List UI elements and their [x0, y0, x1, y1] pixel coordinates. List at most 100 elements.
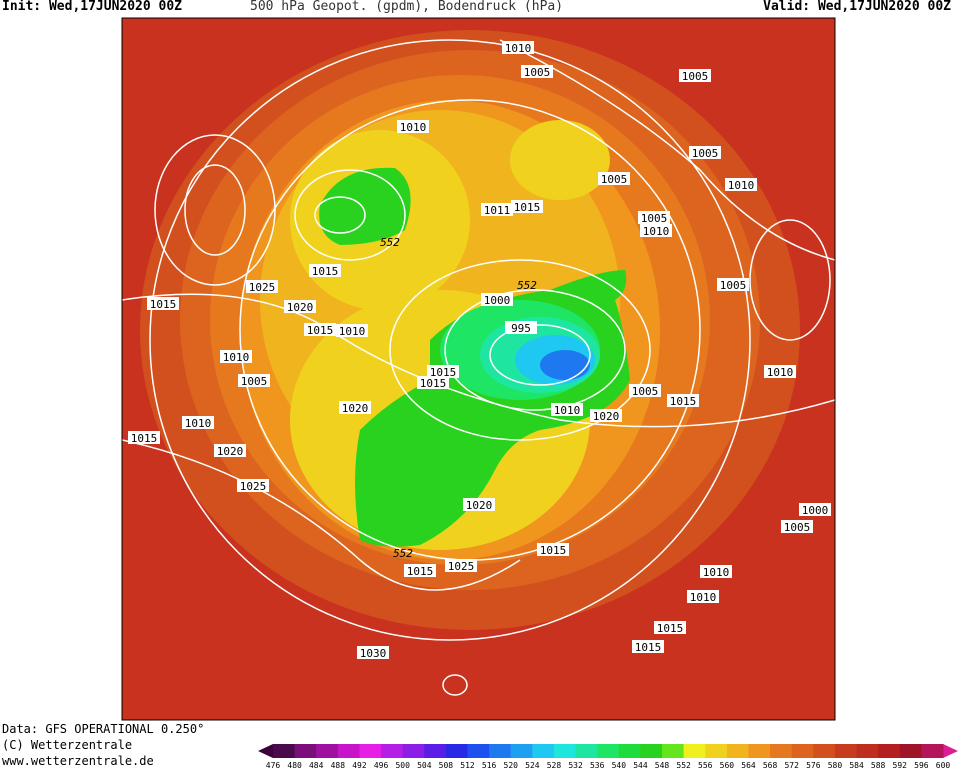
isobar-label-box — [481, 203, 513, 216]
colorbar-swatch — [899, 744, 922, 758]
isobar-label: 1005 — [632, 385, 659, 398]
colorbar-label: 540 — [612, 761, 627, 770]
isobar-label: 1015 — [407, 565, 434, 578]
colorbar-swatch — [705, 744, 728, 758]
colorbar-label: 512 — [460, 761, 475, 770]
isobar-label: 1025 — [249, 281, 276, 294]
isobar-label-box — [214, 444, 246, 457]
isobar-label: 1020 — [466, 499, 493, 512]
isobar-label: 1015 — [657, 622, 684, 635]
colorbar-swatch — [748, 744, 771, 758]
colorbar-label: 504 — [417, 761, 432, 770]
isobar-label-box — [397, 120, 429, 133]
isobar-label-box — [764, 365, 796, 378]
isobar-label: 1015 — [312, 265, 339, 278]
colorbar-swatch — [489, 744, 512, 758]
colorbar-label: 500 — [395, 761, 410, 770]
data-source: Data: GFS OPERATIONAL 0.250° — [2, 722, 205, 736]
isobar-label-box — [590, 409, 622, 422]
isobar-label: 1005 — [524, 66, 551, 79]
isobar-label-box — [654, 621, 686, 634]
colorbar-label: 536 — [590, 761, 605, 770]
colorbar-swatch — [381, 744, 404, 758]
isobar-label-box — [781, 520, 813, 533]
colorbar-swatch — [662, 744, 685, 758]
isobar-label: 1005 — [682, 70, 709, 83]
isobar-label: 1015 — [514, 201, 541, 214]
colorbar-label: 600 — [936, 761, 951, 770]
isobar-label: 1005 — [241, 375, 268, 388]
colorbar-label: 572 — [784, 761, 799, 770]
isobar-label: 1020 — [287, 301, 314, 314]
isobar-label-box — [238, 374, 270, 387]
isobar-label-box — [689, 146, 721, 159]
colorbar-label: 544 — [633, 761, 648, 770]
colorbar-label: 548 — [655, 761, 670, 770]
colorbar-label: 488 — [331, 761, 346, 770]
colorbar-label: 576 — [806, 761, 821, 770]
isobar-label: 1030 — [360, 647, 387, 660]
isobar-label-box — [147, 297, 179, 310]
isobar-label-box — [237, 479, 269, 492]
isobar-label-box — [304, 323, 336, 336]
isobar-label-box — [427, 365, 459, 378]
isobar-label-box — [445, 559, 477, 572]
isobar-label-box — [640, 224, 672, 237]
isobar-label: 1005 — [601, 173, 628, 186]
isobar-label: 1015 — [540, 544, 567, 557]
isobar-label-box — [502, 41, 534, 54]
isobar-label: 1025 — [240, 480, 267, 493]
isobar-label: 1010 — [339, 325, 366, 338]
isobar-label: 1020 — [217, 445, 244, 458]
colorbar-swatch — [273, 744, 296, 758]
isobar-label: 1010 — [767, 366, 794, 379]
isobar-label-box — [404, 564, 436, 577]
colorbar-swatch — [791, 744, 814, 758]
colorbar-swatch — [510, 744, 533, 758]
isobar-label-box — [521, 65, 553, 78]
isobar-label-box — [481, 293, 513, 306]
isobar-label-box — [246, 280, 278, 293]
isobar-label-box — [598, 172, 630, 185]
isobar-label-box — [537, 543, 569, 556]
colorbar-label: 520 — [504, 761, 519, 770]
colorbar-label: 476 — [266, 761, 281, 770]
isobar-label: 1010 — [703, 566, 730, 579]
isobar-label: 1015 — [131, 432, 158, 445]
isobar-label-box — [284, 300, 316, 313]
isobar-label: 1010 — [223, 351, 250, 364]
colorbar-end — [258, 744, 273, 758]
colorbar-label: 596 — [914, 761, 929, 770]
isobar-label: 1015 — [670, 395, 697, 408]
height-label: 552 — [393, 547, 413, 560]
website: www.wetterzentrale.de — [2, 754, 154, 768]
colorbar-end — [943, 744, 958, 758]
colorbar-swatch — [813, 744, 836, 758]
colorbar-swatch — [921, 744, 944, 758]
colorbar-swatch — [834, 744, 858, 758]
isobar-label: 1011 — [484, 204, 511, 217]
isobar-label-box — [725, 178, 757, 191]
isobar-label: 1010 — [185, 417, 212, 430]
isobar-label-box — [687, 590, 719, 603]
colorbar-swatch — [683, 744, 706, 758]
isobar-label-box — [128, 431, 160, 444]
isobar-label-box — [511, 200, 543, 213]
colorbar-swatch — [337, 744, 360, 758]
colorbar-label: 516 — [482, 761, 497, 770]
isobar-label: 1005 — [720, 279, 747, 292]
isobar-label: 1005 — [784, 521, 811, 534]
colorbar-label: 592 — [893, 761, 908, 770]
isobar-label: 1010 — [554, 404, 581, 417]
isobar-label-box — [667, 394, 699, 407]
colorbar-label: 584 — [849, 761, 864, 770]
isobar-label: 1010 — [400, 121, 427, 134]
copyright: (C) Wetterzentrale — [2, 738, 133, 752]
isobar-label: 1015 — [307, 324, 334, 337]
isobar-label-box — [417, 376, 449, 389]
colorbar-label: 556 — [698, 761, 713, 770]
colorbar-swatch — [856, 744, 879, 758]
isobar-label: 1010 — [690, 591, 717, 604]
colorbar-swatch — [640, 744, 663, 758]
